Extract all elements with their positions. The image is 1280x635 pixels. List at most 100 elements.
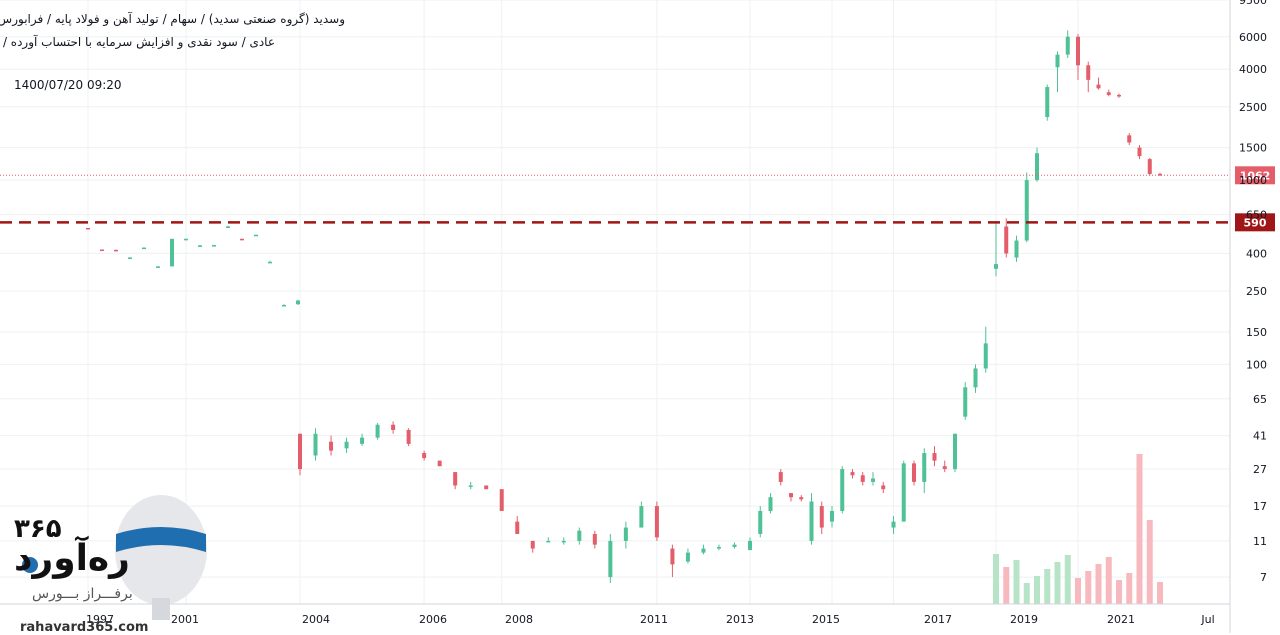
candle-body xyxy=(1045,87,1050,118)
candle-body xyxy=(953,433,957,470)
volume-bar xyxy=(1034,576,1040,604)
candle-body xyxy=(240,238,244,241)
x-tick-label: 2019 xyxy=(1010,613,1038,626)
candle-body xyxy=(254,234,258,237)
candle-body xyxy=(468,485,473,487)
last-price-tag xyxy=(1235,166,1275,185)
last-price-label: 1062 xyxy=(1240,169,1271,182)
candle-body xyxy=(732,544,737,547)
price-axis[interactable]: 9500 6000 4000 2500 1500 1000 650 400 250 150 100 6… xyxy=(1239,0,1267,584)
x-tick-label: 2008 xyxy=(505,613,533,626)
time-axis[interactable]: 1997 2001 2004 2006 2008 2011 2013 2015 2017 2019… xyxy=(86,613,1215,626)
candle-body xyxy=(871,478,875,482)
candle-body xyxy=(922,453,927,482)
candle-body xyxy=(86,227,90,230)
candle-body xyxy=(422,453,427,459)
price-levels: 1062 590 xyxy=(0,166,1275,232)
symbol-title: وسدید (گروه صنعتی سدید) / سهام / تولید آ… xyxy=(0,12,345,26)
candle-body xyxy=(1137,147,1142,157)
volume-bar xyxy=(1044,569,1051,604)
candle-body xyxy=(499,489,504,511)
volume-bar xyxy=(1075,578,1081,604)
candle-body xyxy=(128,257,132,260)
y-tick-label: 9500 xyxy=(1239,0,1267,7)
candle-body xyxy=(1106,92,1111,95)
candle-body xyxy=(577,530,582,541)
candle-body xyxy=(268,261,272,264)
x-tick-label: 1997 xyxy=(86,613,114,626)
candle-body xyxy=(963,387,968,417)
x-tick-label: 2015 xyxy=(812,613,840,626)
candle-body xyxy=(994,264,998,269)
candle-body xyxy=(840,469,845,511)
support-level-label: 590 xyxy=(1244,216,1267,229)
watermark-logo: ۳۶۵ ره‌آورد برفـــراز بـــورس rahavard36… xyxy=(6,490,226,635)
volume-bar xyxy=(1105,557,1112,604)
watermark-number: ۳۶۵ xyxy=(14,514,62,544)
candle-body xyxy=(100,249,104,252)
candle-body xyxy=(1065,36,1070,55)
candle-body xyxy=(1147,159,1152,174)
volume-bar xyxy=(1023,583,1030,604)
x-tick-label: 2021 xyxy=(1107,613,1135,626)
candle-body xyxy=(1096,84,1101,89)
candle-body xyxy=(1127,135,1132,143)
candle-body xyxy=(891,521,896,528)
candle-body xyxy=(142,247,146,250)
volume-bar xyxy=(1013,560,1020,604)
x-tick-label: 2006 xyxy=(419,613,447,626)
timestamp: 1400/07/20 09:20 xyxy=(14,78,122,92)
candle-body xyxy=(608,540,613,578)
y-tick-label: 11 xyxy=(1253,535,1267,548)
candle-body xyxy=(623,527,628,541)
candles xyxy=(86,30,1162,584)
x-tick-label: 2017 xyxy=(924,613,952,626)
candle-body xyxy=(282,304,286,307)
candle-body xyxy=(1117,94,1121,97)
x-tick-label: 2013 xyxy=(726,613,754,626)
candle-body xyxy=(592,533,597,545)
volume-bar xyxy=(1157,582,1163,604)
volume-bar xyxy=(1146,520,1153,604)
candle-body xyxy=(685,552,690,562)
candle-body xyxy=(170,238,174,267)
candle-body xyxy=(912,463,916,482)
candle-body xyxy=(768,497,773,511)
candle-body xyxy=(819,506,824,528)
candle-body xyxy=(298,433,302,470)
candle-body xyxy=(484,485,489,490)
volume-bar xyxy=(1054,562,1061,604)
candle-body xyxy=(344,441,349,449)
y-tick-label: 7 xyxy=(1260,571,1267,584)
y-tick-label: 250 xyxy=(1246,285,1267,298)
candle-body xyxy=(654,506,659,538)
candle-body xyxy=(1158,173,1162,176)
candle-body xyxy=(329,441,334,451)
candle-body xyxy=(639,506,644,528)
candle-body xyxy=(453,472,458,486)
volume-bar xyxy=(1085,571,1092,604)
candle-body xyxy=(860,475,865,482)
candle-body xyxy=(881,485,886,490)
candle-body xyxy=(360,437,365,444)
volume-bars xyxy=(993,454,1163,604)
candle-body xyxy=(809,501,814,541)
candle-body xyxy=(830,510,834,522)
candle-body xyxy=(515,521,520,534)
y-tick-label: 2500 xyxy=(1239,101,1267,114)
candle-body xyxy=(226,226,230,229)
candle-body xyxy=(156,266,160,268)
y-tick-label: 400 xyxy=(1246,247,1267,260)
candle-body xyxy=(1086,65,1091,80)
volume-bar xyxy=(1095,564,1102,604)
candle-body xyxy=(1076,36,1080,66)
volume-bar xyxy=(1136,454,1143,604)
candle-body xyxy=(296,300,300,305)
y-tick-label: 1000 xyxy=(1239,174,1267,187)
grid-lines xyxy=(0,0,1230,604)
balloon-icon xyxy=(22,495,207,620)
x-tick-label: 2004 xyxy=(302,613,330,626)
candle-body xyxy=(530,540,535,549)
candle-body xyxy=(1004,226,1009,254)
